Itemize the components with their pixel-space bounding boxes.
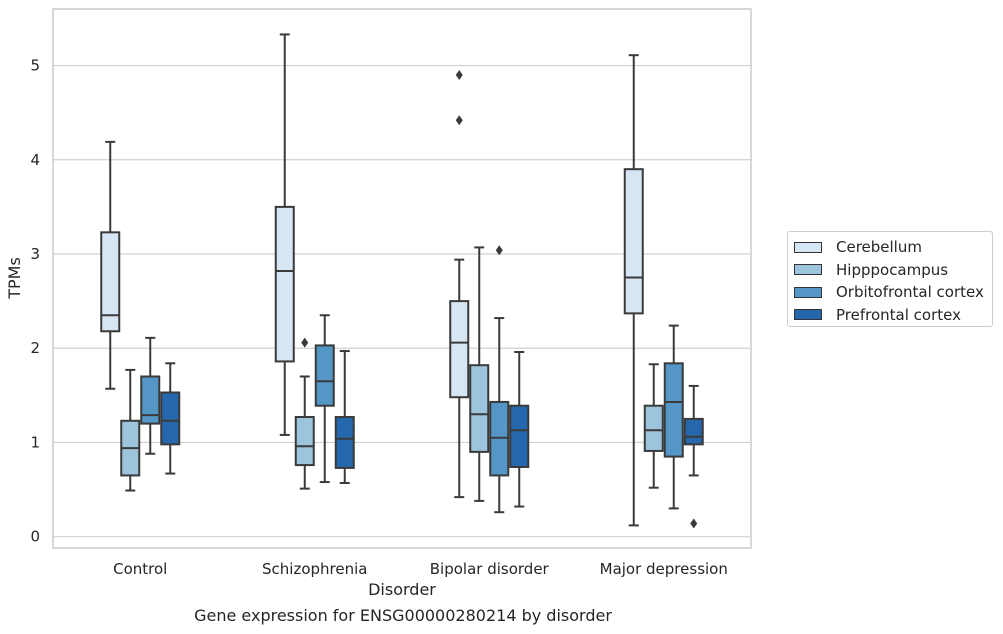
legend-item: Hipppocampus — [794, 259, 992, 282]
legend-item: Orbitofrontal cortex — [794, 281, 992, 304]
legend-label: Orbitofrontal cortex — [836, 283, 984, 302]
y-tick-label: 0 — [30, 528, 40, 546]
box — [449, 300, 470, 399]
legend-label: Prefrontal cortex — [836, 305, 961, 324]
box-group — [294, 337, 315, 490]
legend-swatch-prefrontal — [794, 309, 822, 321]
box-group — [489, 245, 510, 514]
x-axis-label: Disorder — [368, 580, 436, 599]
box — [274, 205, 295, 363]
box-group — [509, 351, 530, 508]
legend-label: Hipppocampus — [836, 260, 949, 279]
box-group — [623, 54, 644, 527]
y-tick-label: 4 — [30, 151, 40, 169]
box — [509, 404, 530, 468]
box-group — [469, 246, 490, 502]
box-group — [314, 314, 335, 484]
legend: Cerebellum Hipppocampus Orbitofrontal co… — [787, 231, 993, 327]
y-axis-label: TPMs — [5, 257, 24, 300]
box-group — [643, 363, 664, 489]
outlier-point — [301, 337, 309, 348]
box — [294, 416, 315, 467]
box — [314, 344, 335, 407]
box — [140, 375, 161, 425]
x-tick-label: Bipolar disorder — [430, 560, 550, 578]
box — [683, 417, 704, 446]
figure-caption: Gene expression for ENSG00000280214 by d… — [194, 606, 612, 625]
box — [663, 362, 684, 458]
y-tick-label: 3 — [30, 245, 40, 263]
legend-item: Cerebellum — [794, 236, 992, 259]
box-group — [683, 384, 704, 529]
box — [643, 404, 664, 452]
x-tick-label: Major depression — [600, 560, 728, 578]
y-tick-label: 1 — [30, 433, 40, 451]
outlier-point — [455, 69, 463, 80]
box-group — [100, 140, 121, 390]
x-tick-label: Control — [113, 560, 167, 578]
legend-label: Cerebellum — [836, 238, 922, 257]
legend-item: Prefrontal cortex — [794, 304, 992, 327]
box-layer — [100, 33, 704, 529]
outlier-point — [495, 245, 503, 256]
box-group — [160, 362, 181, 475]
box-group — [120, 368, 141, 492]
grid-lines — [53, 64, 751, 538]
outlier-point — [455, 115, 463, 126]
box — [623, 168, 644, 315]
legend-swatch-cerebellum — [794, 241, 822, 253]
y-tick-label: 5 — [30, 57, 40, 75]
box-group — [140, 336, 161, 455]
box — [469, 364, 490, 453]
box-group — [449, 69, 470, 499]
box-group — [274, 33, 295, 436]
box — [160, 391, 181, 446]
box-group — [334, 350, 355, 484]
legend-swatch-orbitofrontal — [794, 286, 822, 298]
box — [100, 231, 121, 333]
axis-ticks: 0 1 2 3 4 5 Control Schizophrenia Bipolar disord… — [30, 57, 727, 578]
legend-swatch-hippocampus — [794, 264, 822, 276]
y-tick-label: 2 — [30, 339, 40, 357]
plot-frame — [52, 8, 752, 549]
outlier-point — [690, 518, 698, 529]
box — [334, 416, 355, 469]
x-tick-label: Schizophrenia — [262, 560, 367, 578]
box-group — [663, 324, 684, 510]
